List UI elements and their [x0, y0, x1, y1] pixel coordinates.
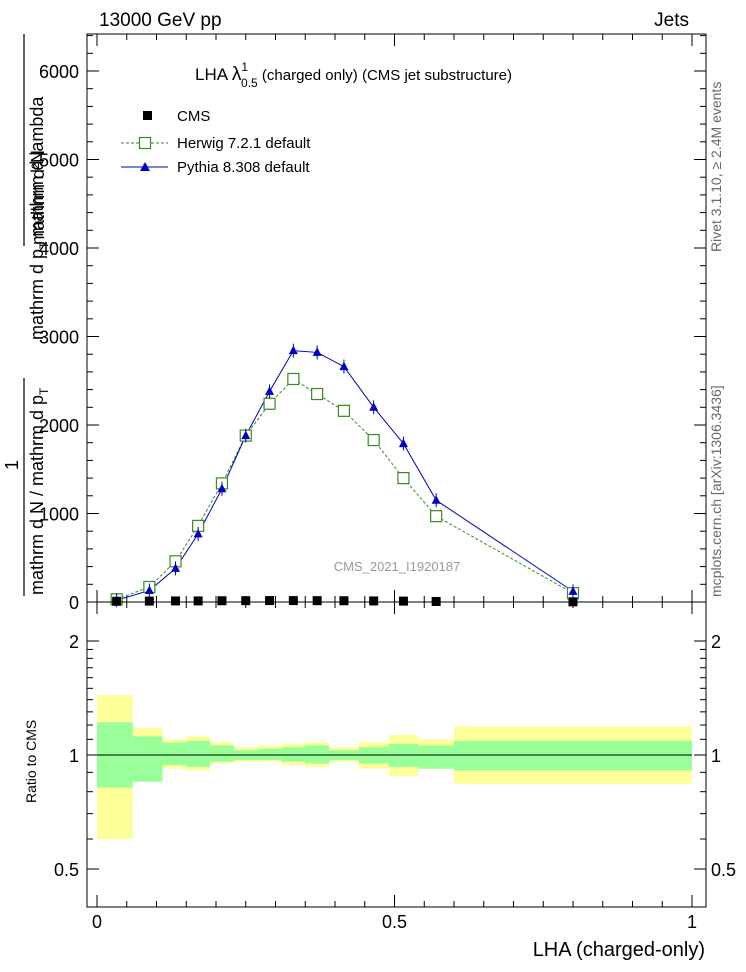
ratio-y-tick-label: 2	[69, 632, 79, 652]
pythia-point	[398, 438, 408, 448]
herwig-point	[430, 510, 443, 523]
header-left: 13000 GeV pp	[99, 10, 222, 31]
ratio-y-tick-label: 0.5	[54, 860, 79, 880]
herwig-line	[116, 378, 574, 600]
main-axis-ticks	[87, 34, 706, 603]
herwig-point	[337, 404, 351, 417]
mcplots-info: mcplots.cern.ch [arXiv:1306.3436]	[708, 385, 724, 597]
main-y-tick-label: 5000	[39, 151, 79, 171]
main-y-tick-label: 2000	[39, 416, 79, 436]
plot-title: LHA λ1 0.5 (charged only) (CMS jet substr…	[195, 60, 512, 90]
main-y-tick-label: 6000	[39, 62, 79, 82]
main-y-tick-label: 3000	[39, 328, 79, 348]
cms-point	[369, 596, 379, 606]
cms-point	[193, 596, 203, 606]
legend-cms-label: CMS	[177, 108, 210, 125]
legend-pythia-label: Pythia 8.308 default	[177, 159, 310, 176]
ylabel-bottom-sub: T	[37, 387, 51, 395]
ratio-band-inner	[162, 742, 187, 766]
legend-pythia-marker	[140, 162, 150, 171]
pythia-point	[193, 528, 203, 538]
ratio-band-inner	[210, 745, 234, 762]
ratio-y-axis-label: Ratio to CMS	[23, 720, 39, 803]
series-layer	[110, 343, 580, 608]
ratio-band-inner	[132, 736, 163, 782]
plot-title-sup: 1	[241, 60, 248, 74]
cms-point	[339, 596, 349, 606]
main-y-tick-label: 1000	[39, 505, 79, 525]
cms-point	[171, 596, 181, 606]
cms-point	[398, 596, 408, 606]
main-y-axis-label: mathrm d²N mathrm d pT mathrm d lambda 1…	[2, 34, 51, 596]
plot-title-lambda: λ	[232, 64, 242, 85]
main-y-tick-label: 4000	[39, 239, 79, 259]
ratio-y-tick-labels: 0.5 0.5 1 1 2 2	[54, 632, 736, 880]
ylabel-top-den-tail: mathrm d lambda	[27, 96, 47, 242]
ylabel-top-num: mathrm d²N	[28, 150, 48, 245]
plot-title-prefix: LHA	[195, 65, 232, 84]
legend-cms-marker	[143, 111, 152, 120]
ratio-band-inner	[454, 740, 692, 771]
legend: CMS Herwig 7.2.1 default Pythia 8.308 de…	[121, 108, 311, 176]
cms-point	[288, 596, 298, 606]
herwig-point	[367, 433, 380, 447]
analysis-watermark: CMS_2021_I1920187	[334, 559, 461, 574]
x-axis-label: LHA (charged-only)	[533, 939, 705, 961]
x-tick-label: 1	[687, 912, 697, 932]
ratio-y-tick-label-right: 2	[711, 632, 721, 652]
pythia-point	[568, 586, 578, 595]
pythia-point	[144, 585, 154, 594]
ylabel-top-den-sub: T	[37, 241, 51, 249]
ratio-y-tick-label-right: 0.5	[711, 860, 736, 880]
herwig-point	[397, 472, 410, 485]
herwig-point	[287, 372, 300, 386]
ratio-band-inner	[305, 745, 330, 764]
main-y-tick-labels: 0 1000 2000 3000 4000 5000 6000	[39, 62, 79, 613]
pythia-point	[431, 495, 441, 504]
cms-point	[431, 596, 441, 606]
pythia-point	[265, 386, 275, 395]
pythia-point	[312, 347, 322, 356]
herwig-point	[263, 397, 276, 410]
ratio-y-tick-label: 1	[69, 746, 79, 766]
legend-herwig-marker	[138, 136, 152, 150]
x-tick-labels: 0 0.5 1	[92, 912, 697, 932]
cms-point	[312, 596, 322, 606]
cms-point	[265, 596, 275, 606]
pythia-point	[339, 361, 349, 371]
ratio-band-inner	[257, 748, 282, 761]
plot-title-sub: 0.5	[241, 76, 258, 90]
ylabel-one: 1	[2, 460, 22, 470]
pythia-point	[288, 345, 298, 355]
cms-point	[144, 596, 154, 606]
ratio-band-inner	[418, 745, 454, 769]
ratio-axis-ticks	[87, 602, 706, 907]
ratio-band-inner	[281, 746, 306, 762]
ylabel-top-den-main: mathrm d p	[27, 249, 47, 340]
ratio-band-inner	[186, 740, 211, 767]
cms-point	[241, 596, 251, 606]
pythia-point	[241, 430, 251, 440]
ratio-bands	[97, 695, 692, 840]
ylabel-top-den: mathrm d pT mathrm d lambda	[27, 96, 51, 340]
x-tick-label: 0.5	[382, 912, 407, 932]
header-right: Jets	[654, 10, 689, 31]
ylabel-bottom-main: mathrm d N / mathrm d p	[27, 395, 47, 595]
pythia-point	[217, 483, 227, 493]
herwig-point	[311, 387, 324, 401]
cms-point	[112, 596, 122, 606]
ratio-y-tick-label-right: 1	[711, 746, 721, 766]
pythia-point	[369, 402, 379, 411]
main-y-tick-label: 0	[69, 593, 79, 613]
cms-point	[217, 596, 227, 606]
legend-herwig-label: Herwig 7.2.1 default	[177, 135, 311, 152]
rivet-info: Rivet 3.1.10, ≥ 2.4M events	[708, 82, 724, 252]
ylabel-bottom: mathrm d N / mathrm d pT	[27, 387, 51, 595]
pythia-point	[171, 563, 181, 572]
plot-title-suffix: (charged only) (CMS jet substructure)	[258, 67, 512, 84]
x-tick-label: 0	[92, 912, 102, 932]
